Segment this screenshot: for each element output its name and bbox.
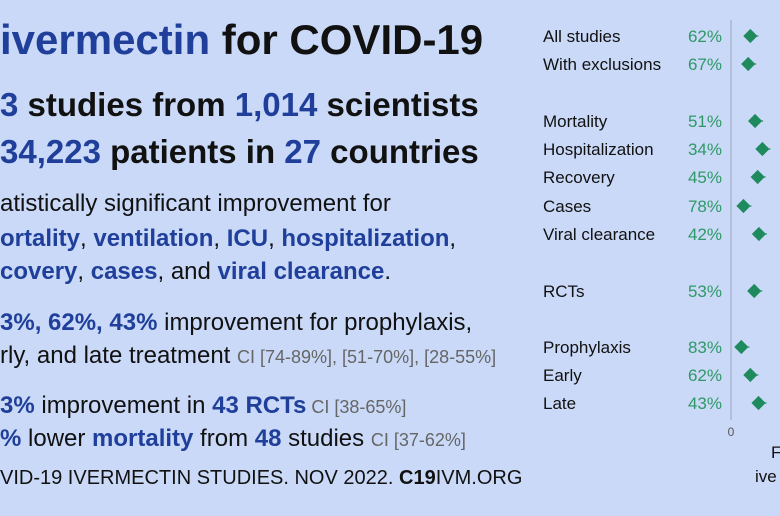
row-label: Recovery bbox=[543, 168, 615, 187]
effect-marker bbox=[741, 56, 756, 72]
title-suffix: for COVID-19 bbox=[210, 16, 484, 63]
outcome-segment-a-4: ICU bbox=[226, 225, 269, 252]
mortality-count: 48 bbox=[254, 425, 282, 452]
row-label: Cases bbox=[543, 197, 591, 216]
significance-line: atistically significant improvement for bbox=[0, 190, 391, 217]
row-percent: 42% bbox=[688, 225, 722, 244]
row-percent: 43% bbox=[688, 394, 722, 413]
outcome-segment-a-7: , bbox=[449, 225, 457, 252]
outcome-segment-b-1: , bbox=[77, 258, 91, 285]
summary-panel: ivermectin for COVID-19 3 studies from 1… bbox=[0, 16, 522, 490]
row-label: Early bbox=[543, 366, 582, 385]
row-label: Prophylaxis bbox=[543, 338, 631, 357]
effect-marker bbox=[751, 395, 766, 411]
rct-line: 3% improvement in 43 RCTs CI [38-65%] bbox=[0, 392, 406, 420]
row-percent: 62% bbox=[688, 366, 722, 385]
treatment-values: 3%, 62%, 43% bbox=[0, 309, 158, 336]
effect-marker bbox=[736, 198, 751, 214]
patients-count: 34,223 bbox=[0, 133, 101, 170]
footer: VID-19 IVERMECTIN STUDIES. NOV 2022. C19… bbox=[0, 467, 522, 490]
effect-marker bbox=[747, 113, 763, 129]
mortality-from: from bbox=[193, 425, 255, 452]
rct-value: 3% bbox=[0, 392, 35, 419]
footer-text: VID-19 IVERMECTIN STUDIES. NOV 2022. bbox=[0, 467, 399, 489]
outcome-segment-b-2: cases bbox=[90, 258, 158, 285]
axis-caption-2: ive bbox=[755, 467, 777, 486]
mortality-text: lower bbox=[21, 425, 93, 452]
outcome-segment-a-5: , bbox=[268, 225, 282, 252]
outcome-segment-a-0: ortality bbox=[0, 225, 81, 252]
outcome-segment-b-4: viral clearance bbox=[217, 258, 385, 285]
treatment-line-2: rly, and late treatment CI [74-89%], [51… bbox=[0, 342, 496, 370]
effect-marker bbox=[750, 169, 765, 185]
page-title: ivermectin for COVID-19 bbox=[0, 16, 483, 64]
rct-ci: CI [38-65%] bbox=[306, 397, 407, 417]
outcomes-line-2: covery, cases, and viral clearance. bbox=[0, 258, 391, 286]
row-label: With exclusions bbox=[543, 55, 661, 74]
effect-marker bbox=[743, 367, 758, 383]
effect-marker bbox=[743, 28, 758, 44]
effect-marker bbox=[747, 283, 762, 299]
patients-line: 34,223 patients in 27 countries bbox=[0, 133, 479, 171]
effect-marker bbox=[755, 141, 770, 157]
outcome-segment-b-5: . bbox=[384, 258, 391, 285]
outcome-segment-b-3: , and bbox=[157, 258, 218, 285]
row-percent: 62% bbox=[688, 27, 722, 46]
outcomes-line-1: ortality, ventilation, ICU, hospitalizat… bbox=[0, 225, 456, 253]
treatment-text-2: rly, and late treatment bbox=[0, 342, 237, 369]
footer-site: IVM.ORG bbox=[435, 467, 523, 489]
outcome-segment-a-2: ventilation bbox=[93, 225, 214, 252]
row-percent: 45% bbox=[688, 168, 722, 187]
row-percent: 34% bbox=[688, 140, 722, 159]
mortality-ci: CI [37-62%] bbox=[370, 430, 466, 450]
scientists-text: scientists bbox=[317, 86, 479, 123]
patients-text: patients in bbox=[100, 133, 285, 170]
zero-tick-label: 0 bbox=[728, 425, 735, 439]
scientists-count: 1,014 bbox=[234, 86, 318, 123]
forest-plot: All studies 62% With exclusions 67% Mortalit… bbox=[543, 20, 780, 486]
mortality-line: % lower mortality from 48 studies CI [37… bbox=[0, 425, 466, 453]
row-label: Late bbox=[543, 394, 576, 413]
mortality-suffix: studies bbox=[281, 425, 371, 452]
outcome-segment-a-6: hospitalization bbox=[281, 225, 450, 252]
footer-site-bold: C19 bbox=[399, 467, 436, 489]
studies-text: studies from bbox=[18, 86, 235, 123]
outcome-segment-a-1: , bbox=[80, 225, 94, 252]
row-label: Hospitalization bbox=[543, 140, 654, 159]
rct-text: improvement in bbox=[34, 392, 213, 419]
row-percent: 51% bbox=[688, 112, 722, 131]
row-percent: 67% bbox=[688, 55, 722, 74]
effect-marker bbox=[734, 339, 749, 355]
row-label: Viral clearance bbox=[543, 225, 655, 244]
title-drug: ivermectin bbox=[0, 16, 211, 63]
effect-marker bbox=[751, 226, 767, 242]
row-label: Mortality bbox=[543, 112, 608, 131]
studies-count: 3 bbox=[0, 86, 19, 123]
outcome-segment-b-0: covery bbox=[0, 258, 78, 285]
studies-line: 3 studies from 1,014 scientists bbox=[0, 86, 479, 124]
axis-caption-1: F bbox=[771, 443, 780, 462]
row-percent: 83% bbox=[688, 338, 722, 357]
treatment-ci: CI [74-89%], [51-70%], [28-55%] bbox=[237, 347, 497, 367]
mortality-label: mortality bbox=[92, 425, 194, 452]
treatment-text: improvement for prophylaxis, bbox=[157, 309, 473, 336]
row-percent: 78% bbox=[688, 197, 722, 216]
row-label: RCTs bbox=[543, 282, 585, 301]
row-label: All studies bbox=[543, 27, 620, 46]
row-percent: 53% bbox=[688, 282, 722, 301]
treatment-line-1: 3%, 62%, 43% improvement for prophylaxis… bbox=[0, 309, 472, 337]
countries-text: countries bbox=[321, 133, 479, 170]
mortality-value: % bbox=[0, 425, 22, 452]
countries-count: 27 bbox=[284, 133, 322, 170]
rct-label: 43 RCTs bbox=[212, 392, 307, 419]
outcome-segment-a-3: , bbox=[213, 225, 227, 252]
